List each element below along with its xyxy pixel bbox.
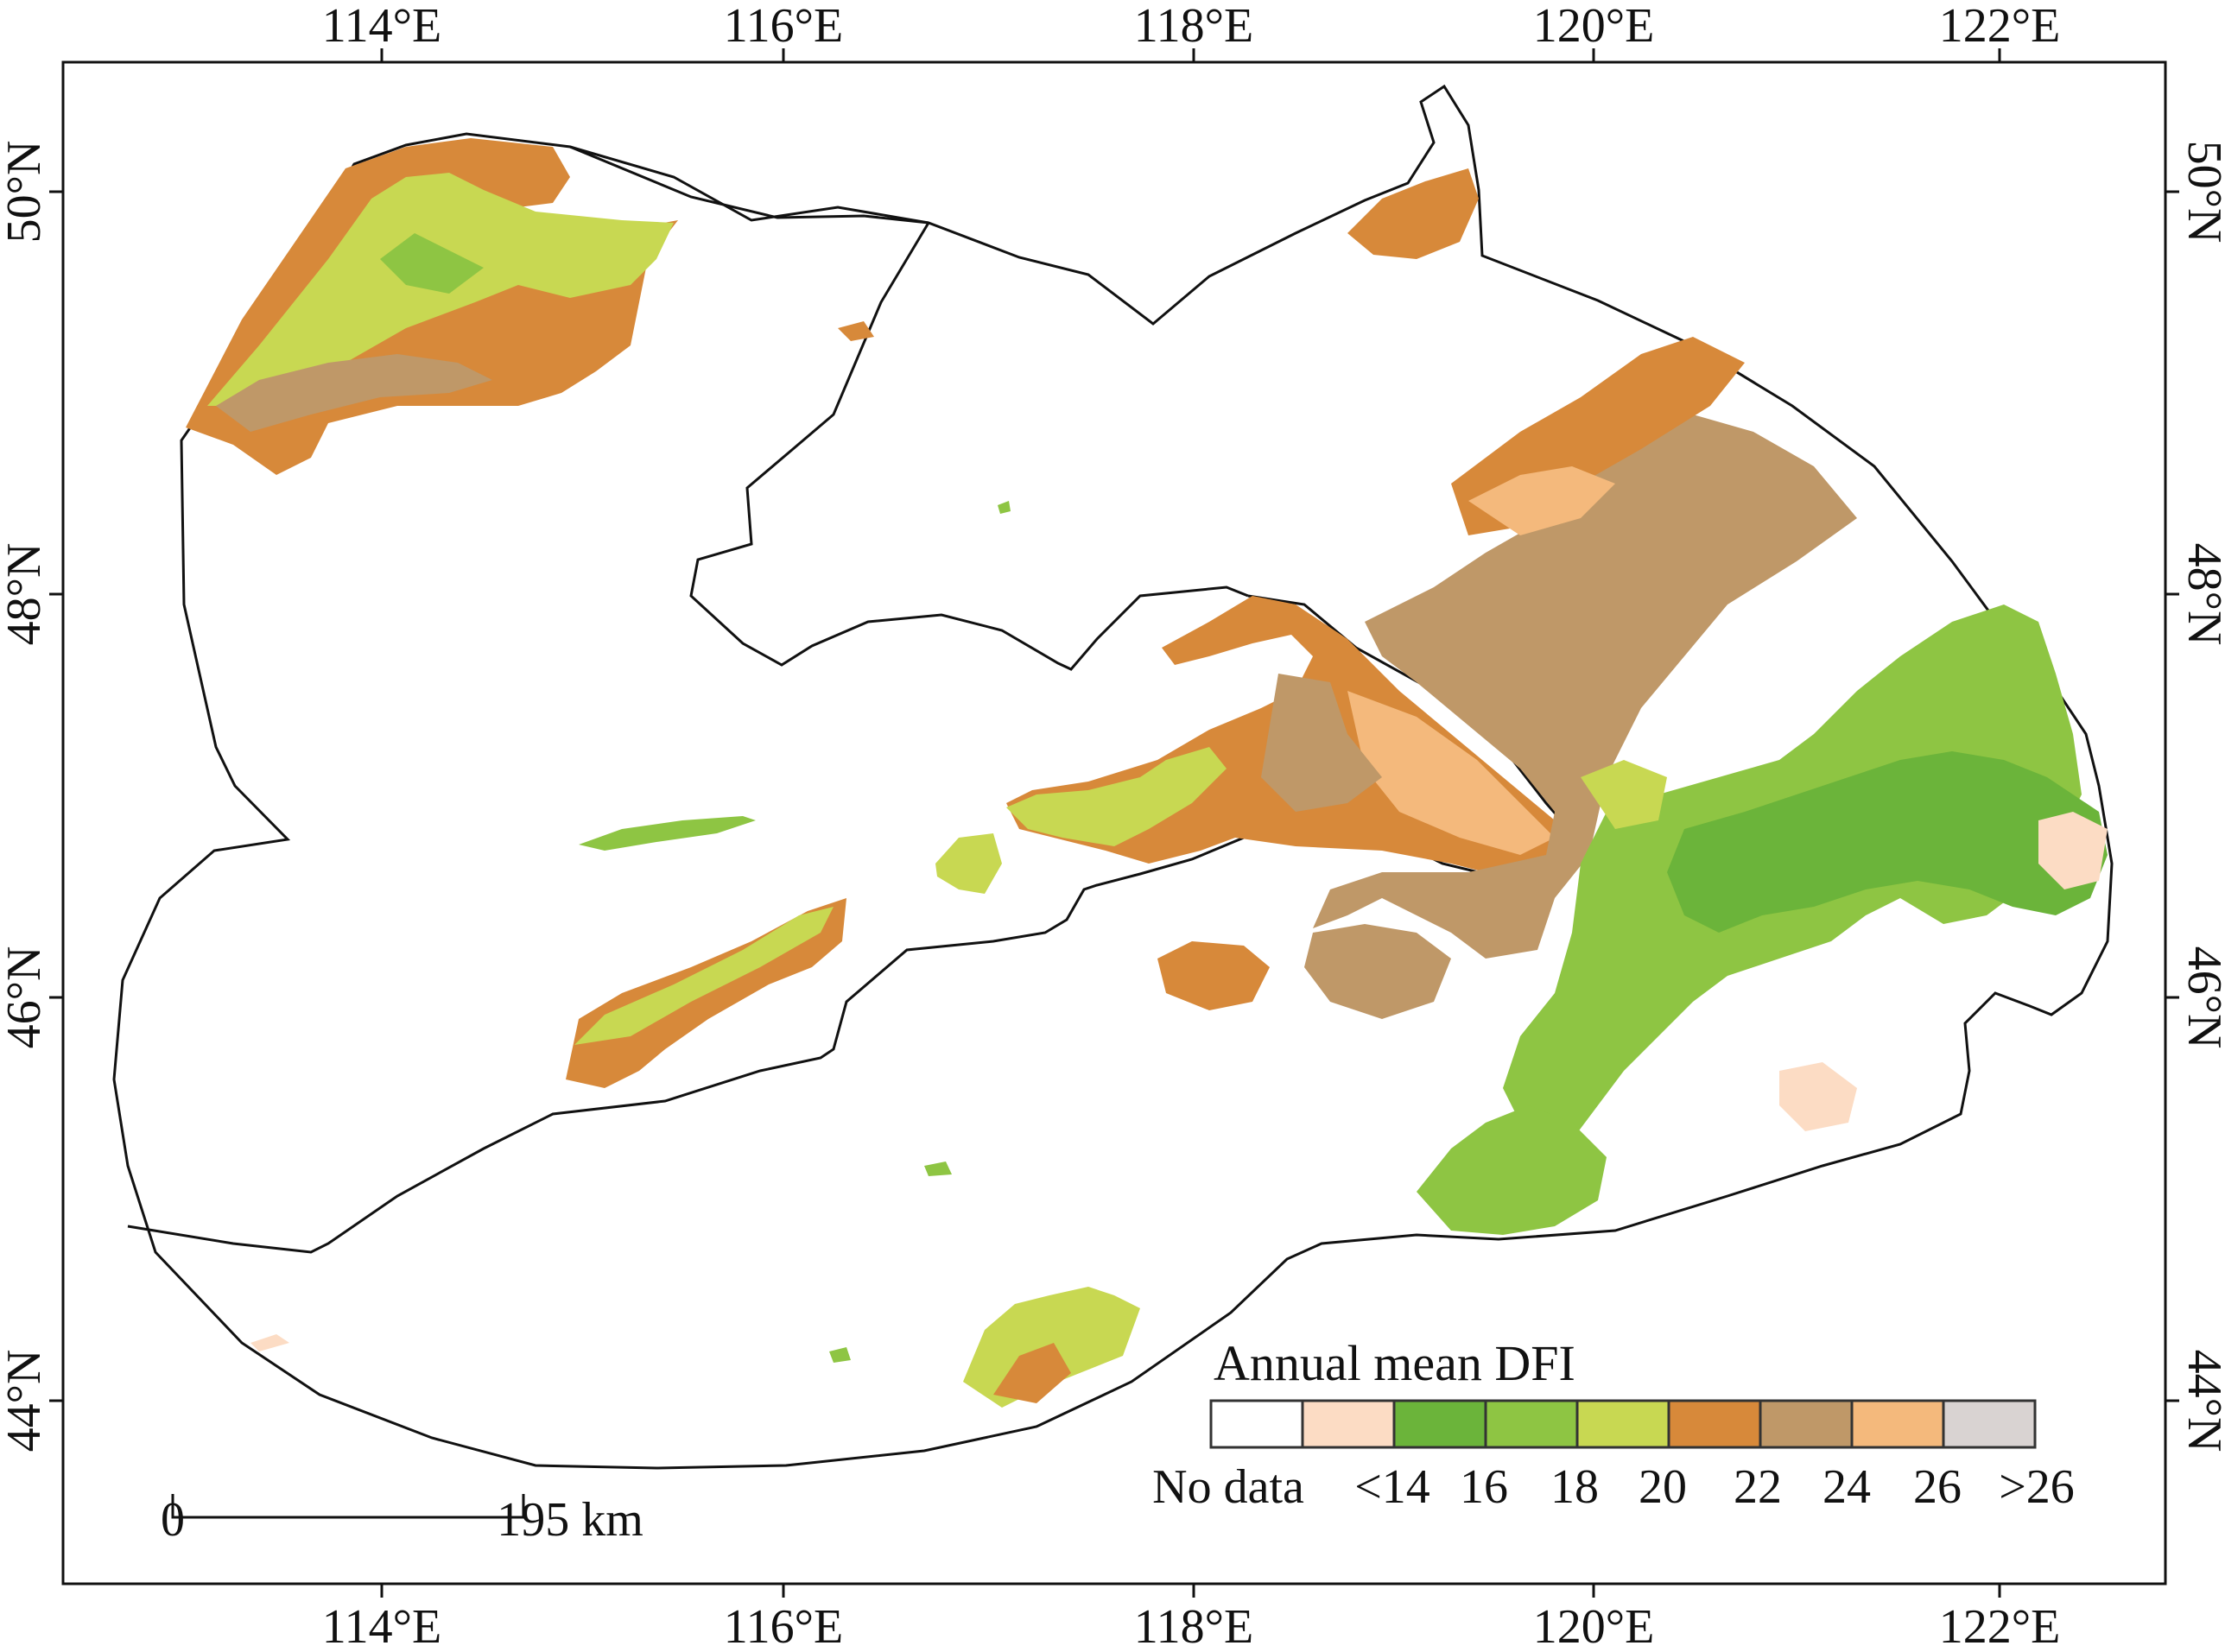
- legend-swatch-8: [1942, 1399, 2037, 1449]
- legend-label-1: <14: [1354, 1460, 1430, 1514]
- top-label-118: 118°E: [1134, 0, 1254, 53]
- legend-label-3: 18: [1550, 1460, 1599, 1514]
- right-label-44: 44°N: [2177, 1350, 2225, 1453]
- bottom-label-118: 118°E: [1134, 1600, 1254, 1652]
- tick-marks: [49, 48, 2179, 1598]
- patch-south-orange: [993, 1343, 1071, 1403]
- left-label-48: 48°N: [0, 543, 51, 646]
- right-label-48: 48°N: [2177, 543, 2225, 646]
- patch-island-2: [935, 833, 1002, 894]
- scale-end-label: 195 km: [497, 1493, 643, 1547]
- left-axis-labels: 50°N 48°N 46°N 44°N: [0, 141, 51, 1453]
- scale-bar: 0 195 km: [161, 1493, 643, 1547]
- right-axis-labels: 50°N 48°N 46°N 44°N: [2177, 141, 2225, 1453]
- legend-label-0: No data: [1152, 1460, 1304, 1514]
- dfi-data-patches: [186, 138, 2108, 1408]
- legend-label-6: 24: [1822, 1460, 1871, 1514]
- left-label-44: 44°N: [0, 1350, 51, 1453]
- patch-east-lime: [1581, 760, 1667, 829]
- bottom-label-114: 114°E: [322, 1600, 442, 1652]
- patch-island-1: [579, 816, 756, 851]
- patch-far-east-peach: [2038, 812, 2108, 889]
- left-label-46: 46°N: [0, 946, 51, 1049]
- left-label-50: 50°N: [0, 141, 51, 244]
- legend-label-4: 20: [1639, 1460, 1687, 1514]
- patch-se-brown: [1304, 924, 1451, 1019]
- bottom-label-120: 120°E: [1533, 1600, 1655, 1652]
- patch-small-4: [829, 1347, 851, 1363]
- right-label-50: 50°N: [2177, 141, 2225, 244]
- legend-label-5: 22: [1734, 1460, 1782, 1514]
- patch-center-green: [1006, 747, 1227, 846]
- patch-nw-darkgreen: [380, 233, 484, 294]
- patch-east-darkgreen: [1667, 751, 2108, 933]
- legend-swatch-4: [1575, 1399, 1670, 1449]
- top-label-114: 114°E: [322, 0, 442, 53]
- bottom-axis-labels: 114°E 116°E 118°E 120°E 122°E: [322, 1600, 2061, 1652]
- legend-swatch-0: [1209, 1399, 1304, 1449]
- patch-small-1: [838, 321, 874, 341]
- legend-swatch-3: [1484, 1399, 1579, 1449]
- legend-swatch-7: [1850, 1399, 1945, 1449]
- legend: Annual mean DFI No data <14 16 18 20 22 …: [1152, 1335, 2075, 1514]
- patch-se-orange: [1157, 941, 1270, 1010]
- top-label-120: 120°E: [1533, 0, 1655, 53]
- legend-swatch-5: [1667, 1399, 1762, 1449]
- legend-label-8: >26: [1999, 1460, 2075, 1514]
- legend-swatch-6: [1759, 1399, 1854, 1449]
- patch-nw-brown: [216, 354, 492, 432]
- bottom-label-122: 122°E: [1939, 1600, 2061, 1652]
- scale-start-label: 0: [161, 1493, 185, 1547]
- top-axis-labels: 114°E 116°E 118°E 120°E 122°E: [322, 0, 2061, 53]
- top-label-122: 122°E: [1939, 0, 2061, 53]
- legend-swatch-2: [1392, 1399, 1487, 1449]
- internal-boundaries: [127, 145, 1578, 1254]
- patch-center-peach: [1347, 691, 1555, 855]
- patch-east-peach: [1468, 466, 1615, 535]
- patch-small-2: [998, 501, 1011, 514]
- map-frame: [61, 60, 2167, 1586]
- legend-labels: No data <14 16 18 20 22 24 26 >26: [1152, 1460, 2075, 1514]
- patch-ne-north: [1347, 168, 1479, 259]
- patch-sw-green: [574, 907, 834, 1045]
- top-label-116: 116°E: [724, 0, 844, 53]
- study-area-outline: [112, 84, 2114, 1470]
- legend-label-2: 16: [1460, 1460, 1508, 1514]
- right-label-46: 46°N: [2177, 946, 2225, 1049]
- legend-label-7: 26: [1913, 1460, 1962, 1514]
- patch-small-5: [250, 1334, 289, 1351]
- patch-center-brown: [1261, 674, 1382, 812]
- patch-se-green: [1417, 1105, 1607, 1235]
- legend-swatches: [1209, 1399, 2037, 1449]
- patch-east-brown: [1313, 415, 1857, 959]
- legend-title: Annual mean DFI: [1214, 1335, 1575, 1391]
- scale-bar-line: [171, 1494, 525, 1519]
- bottom-label-116: 116°E: [724, 1600, 844, 1652]
- patch-se-peach: [1779, 1062, 1857, 1131]
- patch-small-3: [924, 1161, 952, 1176]
- legend-swatch-1: [1301, 1399, 1396, 1449]
